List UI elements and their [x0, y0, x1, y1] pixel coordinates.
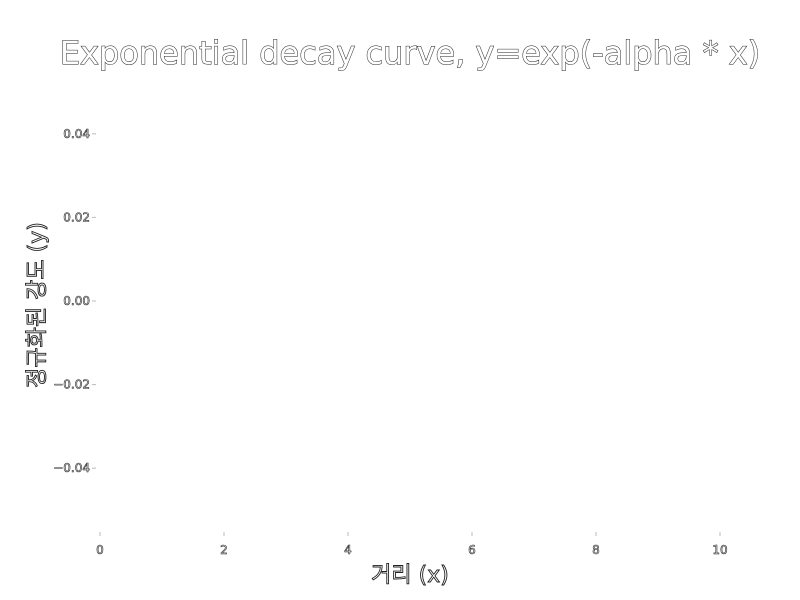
x-axis: 0 2 4 6 8 10 — [96, 532, 728, 557]
x-tick-label: 4 — [344, 543, 352, 557]
y-tick-label: −0.02 — [53, 378, 90, 392]
y-tick-label: 0.02 — [63, 210, 90, 224]
x-tick-label: 8 — [592, 543, 600, 557]
x-tick-label: 0 — [96, 543, 104, 557]
x-axis-label: 거리 (x) — [371, 563, 449, 588]
y-tick-label: −0.04 — [53, 461, 90, 475]
x-tick-label: 6 — [468, 543, 476, 557]
x-tick-label: 2 — [220, 543, 228, 557]
y-axis: 0.04 0.02 0.00 −0.02 −0.04 — [53, 127, 96, 476]
chart-title: Exponential decay curve, y=exp(-alpha * … — [60, 34, 760, 72]
y-tick-label: 0.00 — [63, 294, 90, 308]
x-tick-label: 10 — [712, 543, 727, 557]
y-axis-label: 정규화된 강도 (y) — [25, 222, 50, 388]
y-tick-label: 0.04 — [63, 127, 90, 141]
